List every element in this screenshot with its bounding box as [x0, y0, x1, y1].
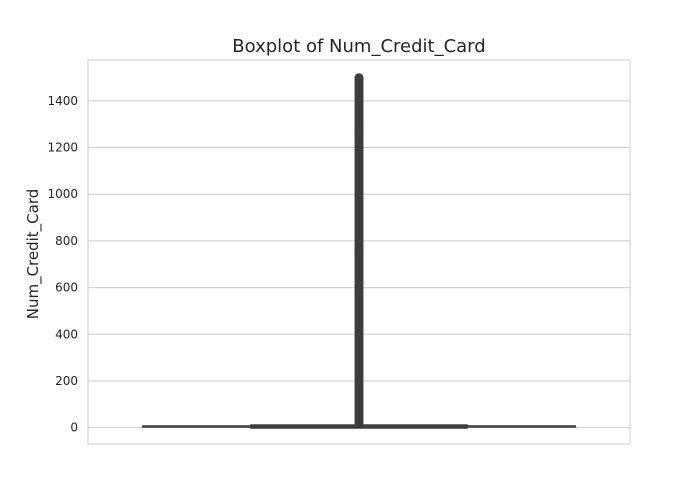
y-tick-label: 400: [55, 327, 78, 341]
y-tick-label: 1200: [47, 141, 78, 155]
chart-title: Boxplot of Num_Credit_Card: [232, 36, 485, 57]
y-tick-label: 1400: [47, 94, 78, 108]
y-tick-label: 800: [55, 234, 78, 248]
y-tick-label: 200: [55, 374, 78, 388]
y-axis-label: Num_Credit_Card: [24, 189, 43, 320]
box-marks: [141, 73, 577, 429]
outlier-point: [354, 419, 364, 429]
y-tick-label: 0: [70, 421, 78, 435]
plot-frame: [87, 59, 631, 445]
y-tick-label: 1000: [47, 187, 78, 201]
y-tick-labels: 0 200 400 600 800 1000 1200 1400: [47, 94, 78, 435]
y-tick-label: 600: [55, 281, 78, 295]
